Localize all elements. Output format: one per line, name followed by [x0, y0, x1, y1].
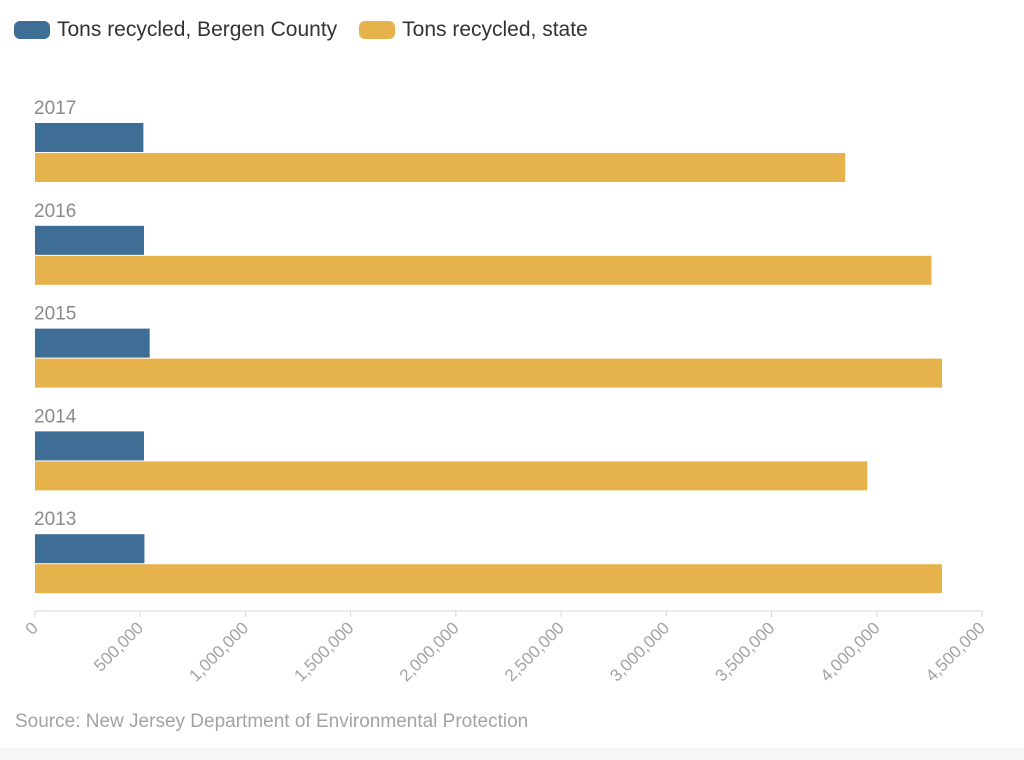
category-label-2014: 2014	[34, 406, 77, 427]
x-tick-label-2: 1,000,000	[185, 618, 252, 685]
bar-bergen-2017	[35, 123, 144, 152]
legend-swatch-state	[359, 21, 396, 39]
legend-swatch-bergen	[14, 21, 50, 39]
chart-legend: Tons recycled, Bergen County Tons recycl…	[14, 18, 610, 42]
footer-strip	[0, 748, 1024, 760]
x-tick-label-0: 0	[22, 618, 42, 638]
legend-item-bergen[interactable]: Tons recycled, Bergen County	[14, 18, 337, 42]
x-tick-label-6: 3,000,000	[606, 618, 673, 685]
x-tick-label-5: 2,500,000	[501, 618, 568, 685]
category-label-2016: 2016	[34, 201, 76, 222]
x-tick-label-7: 3,500,000	[711, 618, 778, 685]
x-tick-label-4: 2,000,000	[396, 618, 463, 685]
x-tick-label-1: 500,000	[90, 618, 147, 675]
x-tick-label-3: 1,500,000	[291, 618, 358, 685]
category-label-2017: 2017	[34, 98, 76, 119]
source-note: Source: New Jersey Department of Environ…	[15, 711, 529, 732]
legend-label-bergen: Tons recycled, Bergen County	[57, 18, 338, 41]
bar-state-2014	[35, 461, 868, 491]
legend-item-state[interactable]: Tons recycled, state	[359, 18, 588, 42]
legend-label-state: Tons recycled, state	[402, 18, 588, 41]
category-label-2015: 2015	[34, 304, 76, 325]
bar-bergen-2016	[35, 225, 145, 255]
bar-bergen-2015	[35, 328, 150, 358]
x-tick-label-9: 4,500,000	[922, 618, 989, 685]
bar-bergen-2013	[35, 534, 145, 564]
bar-state-2016	[35, 255, 932, 285]
bar-chart: 2017 2016 2015 2014 2013 0 500,000 1,000,000 1,5…	[22, 98, 989, 685]
x-tick-label-8: 4,000,000	[817, 618, 884, 685]
bar-state-2013	[35, 564, 943, 594]
bar-state-2015	[35, 358, 943, 388]
bar-bergen-2014	[35, 431, 145, 461]
bar-state-2017	[35, 153, 846, 182]
category-label-2013: 2013	[34, 509, 76, 530]
